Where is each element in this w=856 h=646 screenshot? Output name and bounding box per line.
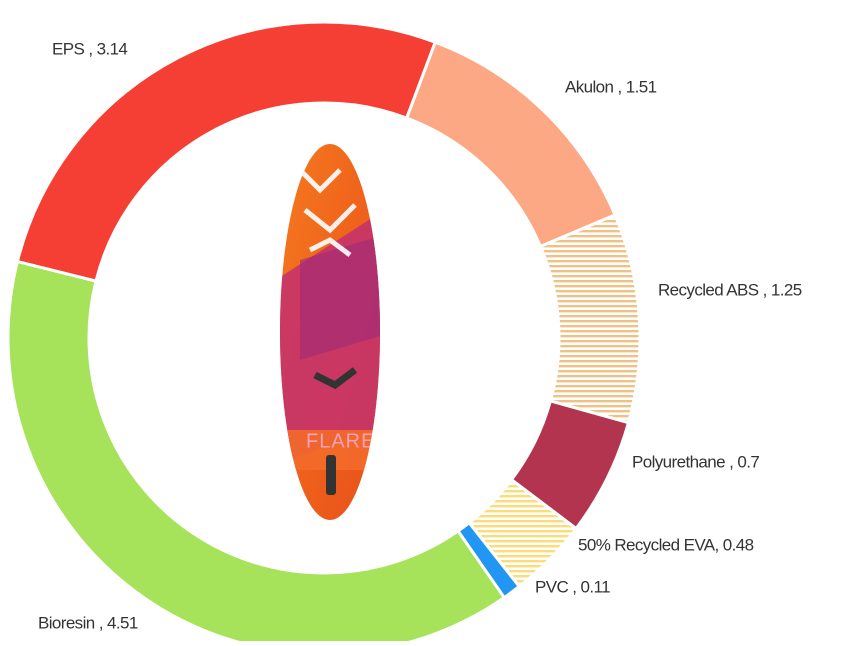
board-logo: FLARE	[306, 430, 375, 452]
board-image: FLARE	[280, 144, 380, 520]
data-label: PVC , 0.11	[535, 577, 610, 596]
donut-segment	[6, 259, 507, 646]
data-label: Bioresin , 4.51	[38, 613, 138, 632]
data-label: 50% Recycled EVA, 0.48	[578, 535, 754, 554]
data-label: Polyurethane , 0.7	[632, 452, 759, 471]
donut-ring	[6, 20, 642, 646]
data-label: EPS , 3.14	[52, 39, 127, 58]
donut-segment	[538, 212, 642, 425]
data-label: Akulon , 1.51	[565, 77, 657, 96]
data-label: Recycled ABS , 1.25	[658, 280, 802, 299]
donut-segment	[404, 40, 618, 249]
